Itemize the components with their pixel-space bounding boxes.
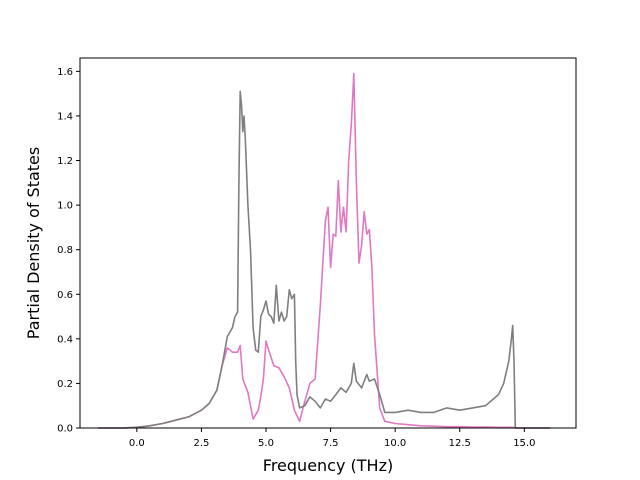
y-tick-label: 1.0 bbox=[57, 201, 73, 212]
y-tick-label: 1.6 bbox=[57, 67, 73, 78]
x-tick-label: 2.5 bbox=[193, 438, 209, 449]
series-line-1 bbox=[98, 72, 551, 429]
x-axis-ticks: 0.0 2.5 5.0 7.5 10.0 12.5 15.0 bbox=[129, 428, 535, 449]
y-axis-label: Partial Density of States bbox=[24, 147, 43, 339]
y-tick-label: 0.0 bbox=[57, 424, 73, 435]
plot-frame bbox=[79, 57, 577, 429]
y-tick-label: 0.8 bbox=[57, 245, 73, 256]
series-line-2 bbox=[98, 90, 551, 429]
y-tick-label: 0.2 bbox=[57, 379, 73, 390]
x-tick-label: 5.0 bbox=[258, 438, 274, 449]
series-layer bbox=[98, 72, 551, 429]
y-tick-label: 0.6 bbox=[57, 290, 73, 301]
x-tick-label: 15.0 bbox=[513, 438, 535, 449]
y-tick-label: 1.2 bbox=[57, 156, 73, 167]
x-axis-label: Frequency (THz) bbox=[263, 456, 393, 475]
x-tick-label: 10.0 bbox=[384, 438, 406, 449]
y-tick-label: 1.4 bbox=[57, 111, 73, 122]
x-tick-label: 7.5 bbox=[323, 438, 339, 449]
x-tick-label: 0.0 bbox=[129, 438, 145, 449]
y-axis-ticks: 0.0 0.2 0.4 0.6 0.8 1.0 1.2 1.4 1.6 bbox=[57, 67, 80, 435]
y-tick-label: 0.4 bbox=[57, 334, 73, 345]
x-tick-label: 12.5 bbox=[449, 438, 471, 449]
